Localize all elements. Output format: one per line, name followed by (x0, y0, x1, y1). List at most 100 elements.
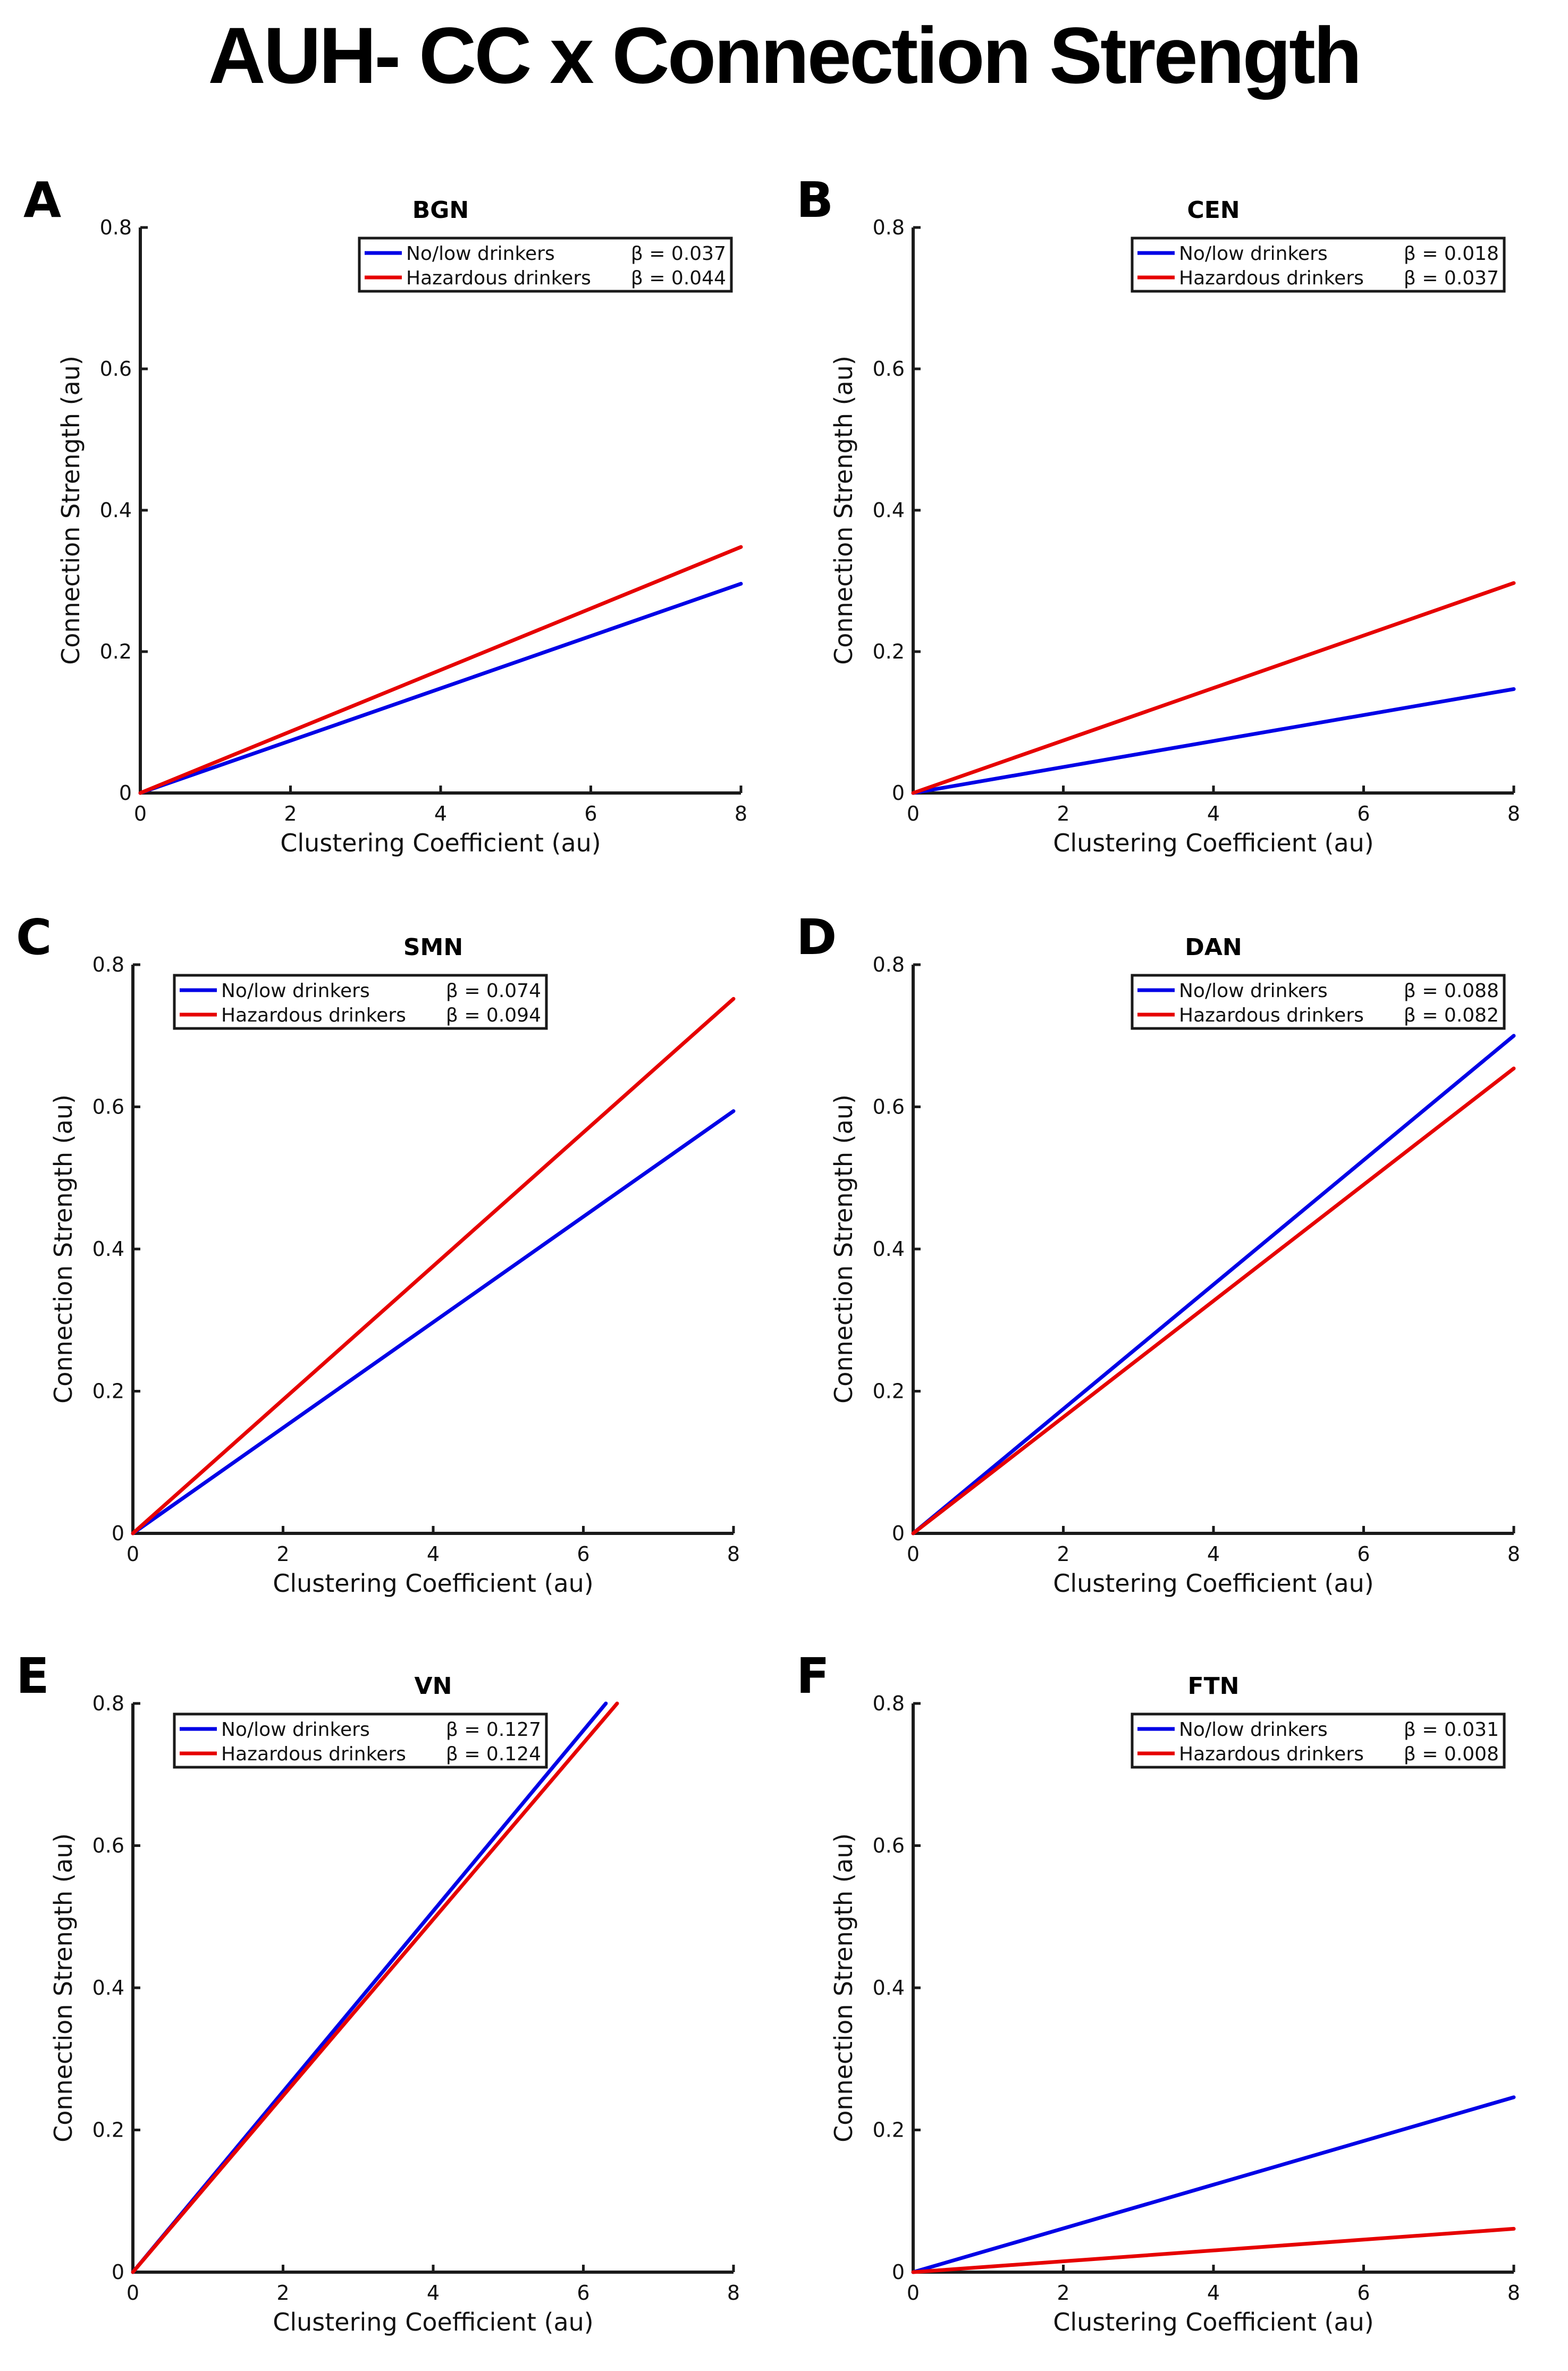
x-tick-label: 8 (727, 1542, 740, 1566)
legend-entry-beta: β = 0.008 (1404, 1743, 1499, 1765)
x-tick-label: 4 (1207, 802, 1220, 825)
x-tick-label: 6 (1357, 1542, 1370, 1566)
legend-entry-name: No/low drinkers (221, 980, 370, 1002)
x-tick-label: 6 (577, 1542, 589, 1566)
legend-entry-beta: β = 0.088 (1404, 980, 1499, 1002)
y-tick-label: 0.4 (92, 1976, 124, 1999)
legend-box (358, 237, 733, 293)
legend-entry-beta: β = 0.031 (1404, 1719, 1499, 1741)
legend-entry-name: No/low drinkers (1179, 1719, 1328, 1741)
y-tick-label: 0.6 (873, 1095, 905, 1119)
x-tick-label: 6 (584, 802, 597, 825)
y-tick-label: 0.8 (92, 1692, 124, 1715)
y-tick-label: 0.2 (873, 640, 905, 663)
x-tick-label: 2 (1057, 1542, 1069, 1566)
panel-label: C (16, 909, 52, 966)
chart-title: DAN (1185, 934, 1242, 961)
x-axis-label: Clustering Coefficient (au) (273, 1569, 593, 1598)
panel-label: A (23, 172, 61, 229)
x-tick-label: 2 (1057, 802, 1069, 825)
x-tick-label: 8 (1507, 802, 1520, 825)
chart-title: BGN (412, 197, 469, 224)
x-tick-label: 0 (907, 2281, 920, 2305)
x-tick-label: 0 (907, 1542, 920, 1566)
legend: No/low drinkers β = 0.074 Hazardous drinke… (173, 974, 548, 1030)
legend-entry-beta: β = 0.018 (1404, 243, 1499, 265)
y-tick-label: 0.6 (92, 1095, 124, 1119)
x-tick-label: 4 (1207, 2281, 1220, 2305)
y-tick-label: 0.8 (873, 953, 905, 976)
x-tick-label: 2 (276, 2281, 289, 2305)
y-tick-label: 0.4 (873, 499, 905, 522)
y-tick-label: 0.8 (873, 216, 905, 239)
x-tick-label: 8 (727, 2281, 740, 2305)
legend-entry-name: Hazardous drinkers (221, 1005, 406, 1026)
y-tick-label: 0 (892, 1522, 905, 1545)
y-tick-label: 0.4 (873, 1237, 905, 1261)
x-tick-label: 6 (577, 2281, 589, 2305)
series-line-hazardous-drinkers (138, 545, 743, 795)
y-tick-label: 0.6 (873, 1834, 905, 1858)
legend-box (173, 1712, 548, 1769)
legend: No/low drinkers β = 0.127 Hazardous drinke… (173, 1712, 548, 1769)
legend-entry-name: No/low drinkers (1179, 980, 1328, 1002)
x-tick-label: 0 (907, 802, 920, 825)
chart-title: CEN (1187, 197, 1240, 224)
legend-entry-beta: β = 0.127 (446, 1719, 541, 1741)
panel-b: B CEN 0 2 4 6 8 0 0.2 0.4 0.6 0.8 Clustering Coeffic… (796, 172, 1520, 857)
chart-title: VN (415, 1673, 452, 1700)
x-tick-label: 4 (427, 2281, 440, 2305)
x-tick-label: 0 (127, 2281, 139, 2305)
panel-a: A BGN 0 2 4 6 8 0 0.2 0.4 0.6 0.8 Clustering Coeffic… (23, 172, 747, 857)
y-tick-label: 0.2 (873, 2119, 905, 2142)
y-tick-label: 0.6 (100, 357, 132, 381)
legend-box (1131, 974, 1506, 1030)
series-line-hazardous-drinkers (131, 997, 736, 1535)
series-line-hazardous-drinkers (131, 1701, 619, 2274)
y-tick-label: 0 (112, 2260, 124, 2284)
figure-title: AUH- CC x Connection Strength (208, 11, 1362, 100)
y-tick-label: 0 (112, 1522, 124, 1545)
y-tick-label: 0.8 (92, 953, 124, 976)
y-tick-label: 0.4 (873, 1976, 905, 1999)
x-tick-label: 8 (1507, 2281, 1520, 2305)
legend-box (173, 974, 548, 1030)
y-tick-label: 0.2 (873, 1380, 905, 1403)
legend: No/low drinkers β = 0.088 Hazardous drinke… (1131, 974, 1506, 1030)
legend-entry-name: No/low drinkers (221, 1719, 370, 1741)
legend-entry-name: Hazardous drinkers (406, 267, 591, 289)
x-tick-label: 0 (134, 802, 147, 825)
series-line-hazardous-drinkers (911, 1066, 1516, 1535)
legend-box (1131, 1712, 1506, 1769)
y-tick-label: 0.4 (100, 499, 132, 522)
x-axis-label: Clustering Coefficient (au) (273, 2308, 593, 2336)
x-tick-label: 4 (427, 1542, 440, 1566)
x-tick-label: 4 (434, 802, 447, 825)
y-tick-label: 0.4 (92, 1237, 124, 1261)
x-tick-label: 2 (1057, 2281, 1069, 2305)
panel-label: F (796, 1648, 830, 1705)
legend-entry-beta: β = 0.037 (1404, 267, 1499, 289)
legend-entry-name: No/low drinkers (1179, 243, 1328, 265)
legend-entry-beta: β = 0.082 (1404, 1005, 1499, 1026)
legend-entry-name: Hazardous drinkers (1179, 1005, 1364, 1026)
legend-entry-beta: β = 0.037 (631, 243, 726, 265)
x-tick-label: 2 (284, 802, 297, 825)
y-tick-label: 0.2 (92, 2119, 124, 2142)
series-line-no-low-drinkers (911, 1034, 1516, 1535)
y-tick-label: 0.8 (873, 1692, 905, 1715)
y-axis-label: Connection Strength (au) (829, 356, 858, 665)
x-tick-label: 0 (127, 1542, 139, 1566)
chart-title: FTN (1188, 1673, 1240, 1700)
x-axis-label: Clustering Coefficient (au) (280, 829, 601, 857)
y-axis-label: Connection Strength (au) (829, 1094, 858, 1404)
x-tick-label: 6 (1357, 802, 1370, 825)
panel-label: B (796, 172, 833, 229)
legend-entry-name: Hazardous drinkers (1179, 267, 1364, 289)
x-axis-label: Clustering Coefficient (au) (1053, 829, 1373, 857)
x-tick-label: 8 (735, 802, 747, 825)
legend-entry-beta: β = 0.124 (446, 1743, 541, 1765)
y-axis-label: Connection Strength (au) (49, 1833, 78, 2142)
y-tick-label: 0 (892, 781, 905, 805)
